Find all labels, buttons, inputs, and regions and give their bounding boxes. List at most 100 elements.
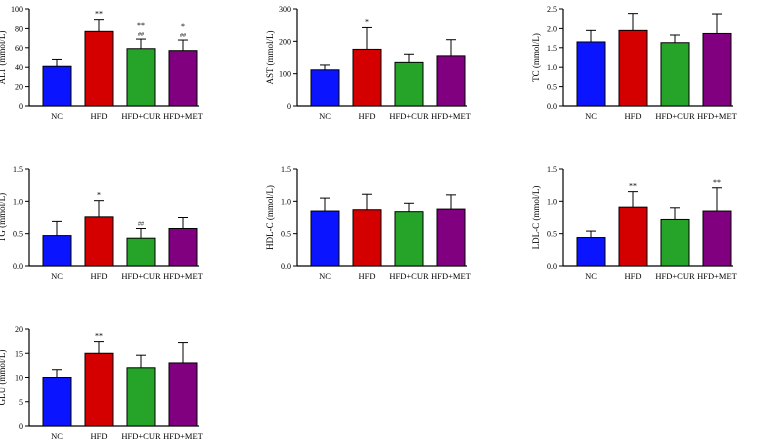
chart-panel-4-2: 0.0 0.5 1.0 1.5 2.0 2.5 TC (mmol/L) NC HFD HFD+CU…: [531, 5, 738, 121]
y-tick-label: 20: [15, 83, 23, 92]
y-tick-label: 0.0: [281, 262, 291, 271]
significance-mark: **: [629, 182, 637, 191]
x-tick-label: NC: [51, 111, 63, 121]
significance-mark-hash: ##: [138, 32, 144, 38]
chart-panel-4-1: 0 100 200 300 AST (mmol/L) NC * HFD HFD+CUR HFD+M…: [265, 5, 472, 121]
x-tick-label: HFD+MET: [431, 111, 472, 121]
y-tick-label: 2.5: [547, 5, 557, 14]
significance-mark: *: [365, 17, 369, 26]
y-tick-label: 100: [11, 5, 23, 14]
y-tick-label: 0: [287, 102, 291, 111]
y-tick-label: 1.0: [547, 197, 557, 206]
chart-panel-4-4: 0.0 0.5 1.0 1.5 HDL-C (mmol/L) NC HFD HFD+CUR HF…: [265, 165, 472, 281]
x-tick-label: HFD+MET: [697, 111, 738, 121]
bar-3: [168, 227, 198, 267]
bar-1: [84, 30, 114, 107]
x-tick-label: HFD+MET: [163, 271, 204, 281]
bar-2: [660, 218, 690, 267]
significance-mark: **: [137, 21, 145, 30]
bar-1: [84, 352, 114, 427]
bar-1: [618, 206, 648, 267]
y-tick-label: 0: [19, 422, 23, 431]
bar-3: [168, 50, 198, 107]
bar-2: [394, 211, 424, 267]
x-tick-label: HFD: [624, 271, 641, 281]
y-tick-label: 2.0: [547, 24, 557, 33]
bar-1: [618, 29, 648, 107]
x-tick-label: HFD: [90, 271, 107, 281]
bar-3: [702, 210, 732, 267]
x-tick-label: HFD+CUR: [655, 111, 695, 121]
y-tick-label: 0: [19, 102, 23, 111]
significance-mark: **: [95, 10, 103, 19]
x-tick-label: HFD+CUR: [389, 111, 429, 121]
y-tick-label: 1.5: [13, 165, 23, 174]
x-tick-label: NC: [585, 111, 597, 121]
bar-2: [126, 367, 156, 427]
chart-panel-4-0: 0 20 40 60 80 100 ALT (mmol/L) NC ** HFD ** ## HFD+C…: [0, 5, 204, 121]
bar-0: [576, 237, 606, 267]
x-tick-label: HFD: [90, 111, 107, 121]
x-tick-label: HFD+MET: [163, 431, 204, 441]
y-axis-label: TC (mmol/L): [531, 33, 541, 82]
y-tick-label: 60: [15, 44, 23, 53]
y-tick-label: 40: [15, 63, 23, 72]
y-tick-label: 1.5: [547, 44, 557, 53]
x-tick-label: HFD: [90, 431, 107, 441]
significance-mark: **: [95, 332, 103, 341]
x-tick-label: NC: [319, 271, 331, 281]
bar-3: [436, 55, 466, 107]
y-axis-label: LDL-C (mmol/L): [531, 186, 541, 250]
y-tick-label: 20: [15, 325, 23, 334]
x-tick-label: HFD+MET: [163, 111, 204, 121]
x-tick-label: HFD+MET: [697, 271, 738, 281]
bar-1: [352, 209, 382, 267]
significance-mark-hash: ##: [180, 33, 186, 39]
y-axis-label: HDL-C (mmol/L): [265, 185, 275, 250]
bar-3: [436, 208, 466, 267]
significance-mark: **: [713, 178, 721, 187]
y-tick-label: 10: [15, 374, 23, 383]
y-tick-label: 0.0: [547, 262, 557, 271]
y-tick-label: 1.5: [281, 165, 291, 174]
bar-0: [42, 377, 72, 427]
x-tick-label: HFD: [624, 111, 641, 121]
x-tick-label: NC: [51, 431, 63, 441]
y-tick-label: 5: [19, 398, 23, 407]
x-tick-label: HFD: [358, 111, 375, 121]
x-tick-label: HFD+CUR: [389, 271, 429, 281]
bar-2: [660, 42, 690, 107]
y-tick-label: 0.5: [281, 230, 291, 239]
y-tick-label: 0.5: [547, 83, 557, 92]
bar-0: [42, 235, 72, 267]
bar-2: [126, 237, 156, 267]
y-tick-label: 0.0: [13, 262, 23, 271]
y-axis-label: TG (mmol/L): [0, 193, 7, 242]
bar-0: [310, 69, 340, 107]
y-tick-label: 0.5: [547, 230, 557, 239]
bar-3: [702, 32, 732, 107]
y-tick-label: 0.5: [13, 230, 23, 239]
significance-mark: *: [181, 22, 185, 31]
x-tick-label: HFD+CUR: [121, 431, 161, 441]
bar-2: [126, 48, 156, 107]
y-tick-label: 1.5: [547, 165, 557, 174]
x-tick-label: HFD+CUR: [121, 271, 161, 281]
y-tick-label: 1.0: [13, 197, 23, 206]
bar-3: [168, 362, 198, 427]
x-tick-label: HFD+CUR: [655, 271, 695, 281]
y-tick-label: 0.0: [547, 102, 557, 111]
x-tick-label: HFD+MET: [431, 271, 472, 281]
bar-0: [310, 210, 340, 267]
significance-mark: *: [97, 191, 101, 200]
x-tick-label: NC: [319, 111, 331, 121]
bar-1: [84, 216, 114, 267]
bar-1: [352, 48, 382, 107]
y-tick-label: 15: [15, 349, 23, 358]
x-tick-label: NC: [51, 271, 63, 281]
bar-2: [394, 61, 424, 107]
x-tick-label: HFD+CUR: [121, 111, 161, 121]
chart-panel-4-3: 0.0 0.5 1.0 1.5 TG (mmol/L) NC * HFD ## HFD+CUR HF…: [0, 165, 204, 281]
y-tick-label: 1.0: [547, 63, 557, 72]
bar-0: [576, 41, 606, 107]
